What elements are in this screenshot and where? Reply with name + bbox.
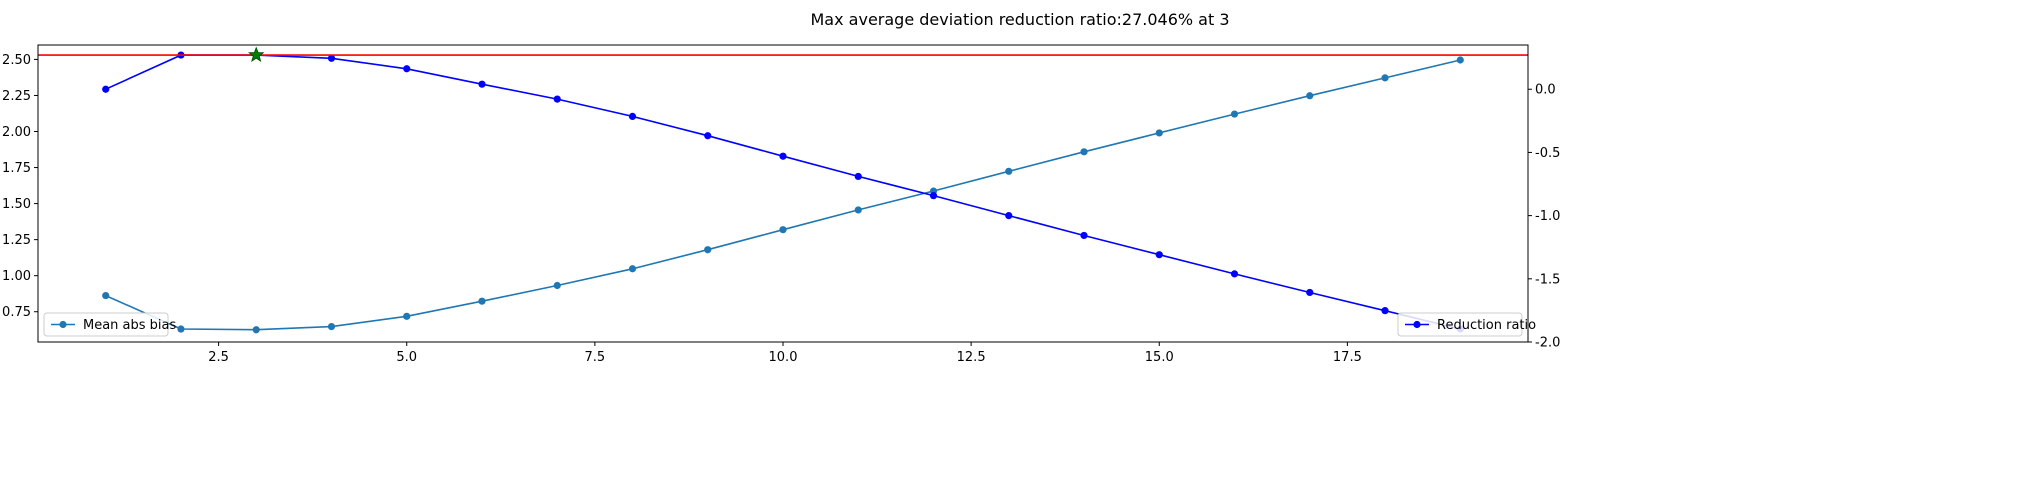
chart-title: Max average deviation reduction ratio:27…: [811, 10, 1230, 29]
legend-label: Mean abs bias: [83, 318, 177, 333]
series-1-point: [1306, 92, 1314, 100]
plot-frame: [37, 44, 1529, 343]
right-y-tick-label: -0.5: [1535, 146, 1560, 161]
series-1-point: [403, 312, 411, 320]
legend-box: [1397, 312, 1523, 337]
series-2-point: [327, 54, 336, 62]
series-2-point: [102, 85, 110, 93]
series-2-point: [1005, 212, 1013, 220]
left-y-tick-label: 1.00: [2, 269, 31, 284]
series-2-point: [929, 192, 938, 200]
series-2-point: [1080, 231, 1088, 240]
x-tick-label: 7.5: [585, 350, 606, 365]
left-y-tick-label: 1.75: [2, 161, 31, 176]
series-1-point: [1005, 167, 1013, 175]
series-2-point: [553, 95, 561, 103]
series-1-point: [1230, 110, 1239, 118]
series-2-point: [1381, 307, 1389, 315]
x-tick-label: 2.5: [208, 350, 229, 365]
x-tick-label: 5.0: [396, 350, 417, 365]
series-1-point: [478, 297, 486, 305]
x-tick-label: 15.0: [1145, 350, 1174, 365]
series-2-point: [1230, 270, 1239, 278]
left-y-tick-label: 2.25: [2, 89, 31, 104]
left-y-tick-label: 1.50: [2, 197, 31, 212]
series-line-1: [105, 59, 1461, 331]
series-1-point: [628, 265, 637, 273]
series-1-point: [1381, 74, 1389, 82]
series-line-2: [105, 54, 1461, 330]
x-tick-label: 17.5: [1333, 350, 1362, 365]
left-y-tick-label: 1.25: [2, 233, 31, 248]
right-y-tick-label: -1.0: [1535, 209, 1560, 224]
series-1-point: [252, 326, 260, 334]
x-tick-label: 12.5: [957, 350, 986, 365]
series-1-point: [1456, 56, 1464, 64]
legend-marker: [1413, 320, 1421, 329]
series-2-point: [1306, 288, 1314, 297]
series-1-point: [854, 206, 862, 214]
max-star-marker: [247, 46, 265, 63]
series-1-point: [102, 291, 110, 300]
series-2-point: [704, 132, 712, 140]
right-y-tick-label: -1.5: [1535, 272, 1560, 287]
left-y-tick-label: 0.75: [2, 305, 31, 320]
legend-label: Reduction ratio: [1437, 318, 1536, 333]
series-2-point: [403, 65, 411, 73]
legend-box: [43, 312, 169, 337]
series-2-point: [854, 172, 862, 181]
legend-marker: [59, 320, 67, 329]
left-y-tick-label: 2.50: [2, 53, 31, 68]
left-y-tick-label: 2.00: [2, 125, 31, 140]
series-2-point: [478, 80, 486, 88]
series-1-point: [1155, 129, 1163, 137]
right-y-tick-label: 0.0: [1535, 83, 1556, 98]
series-1-point: [704, 246, 712, 254]
series-2-point: [628, 112, 637, 121]
series-1-point: [177, 325, 185, 333]
right-y-tick-label: -2.0: [1535, 336, 1560, 351]
series-1-point: [1080, 148, 1088, 156]
series-1-point: [779, 226, 787, 234]
series-2-point: [1155, 251, 1163, 259]
series-1-point: [327, 322, 336, 331]
x-tick-label: 10.0: [769, 350, 798, 365]
series-1-point: [553, 281, 561, 290]
series-2-point: [779, 152, 787, 160]
